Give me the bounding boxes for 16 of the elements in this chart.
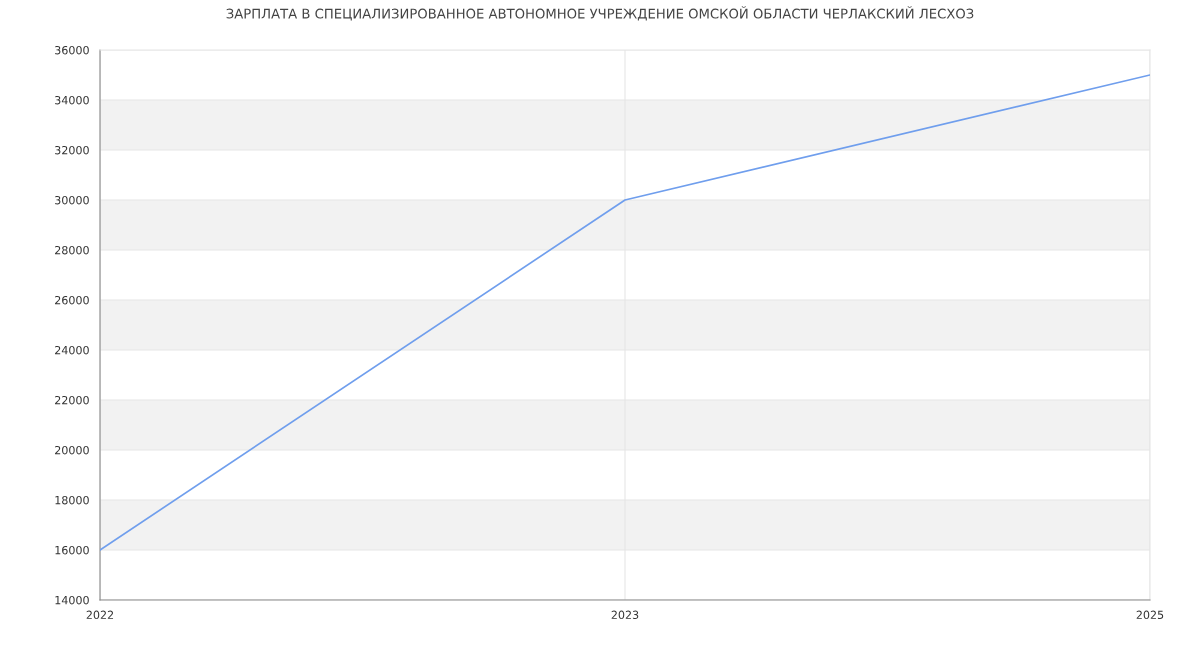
x-tick-label: 2023 xyxy=(611,610,639,620)
y-tick-label: 24000 xyxy=(55,345,89,355)
y-tick-label: 36000 xyxy=(55,45,89,55)
y-tick-label: 20000 xyxy=(55,445,89,455)
y-tick-label: 26000 xyxy=(55,295,89,305)
y-tick-label: 30000 xyxy=(55,195,89,205)
y-tick-label: 16000 xyxy=(55,545,89,555)
chart-title: ЗАРПЛАТА В СПЕЦИАЛИЗИРОВАННОЕ АВТОНОМНОЕ УЧРЕЖДЕНИЕ ОМСКОЙ ОБЛАСТИ ЧЕРЛАКСКИЙ ЛЕСХОЗ xyxy=(226,6,974,21)
y-tick-label: 22000 xyxy=(55,395,89,405)
y-tick-label: 34000 xyxy=(55,95,89,105)
y-tick-label: 18000 xyxy=(55,495,89,505)
y-tick-label: 14000 xyxy=(55,595,89,605)
y-tick-label: 28000 xyxy=(55,245,89,255)
x-tick-label: 2025 xyxy=(1136,610,1164,620)
y-tick-label: 32000 xyxy=(55,145,89,155)
x-tick-label: 2022 xyxy=(86,610,114,620)
